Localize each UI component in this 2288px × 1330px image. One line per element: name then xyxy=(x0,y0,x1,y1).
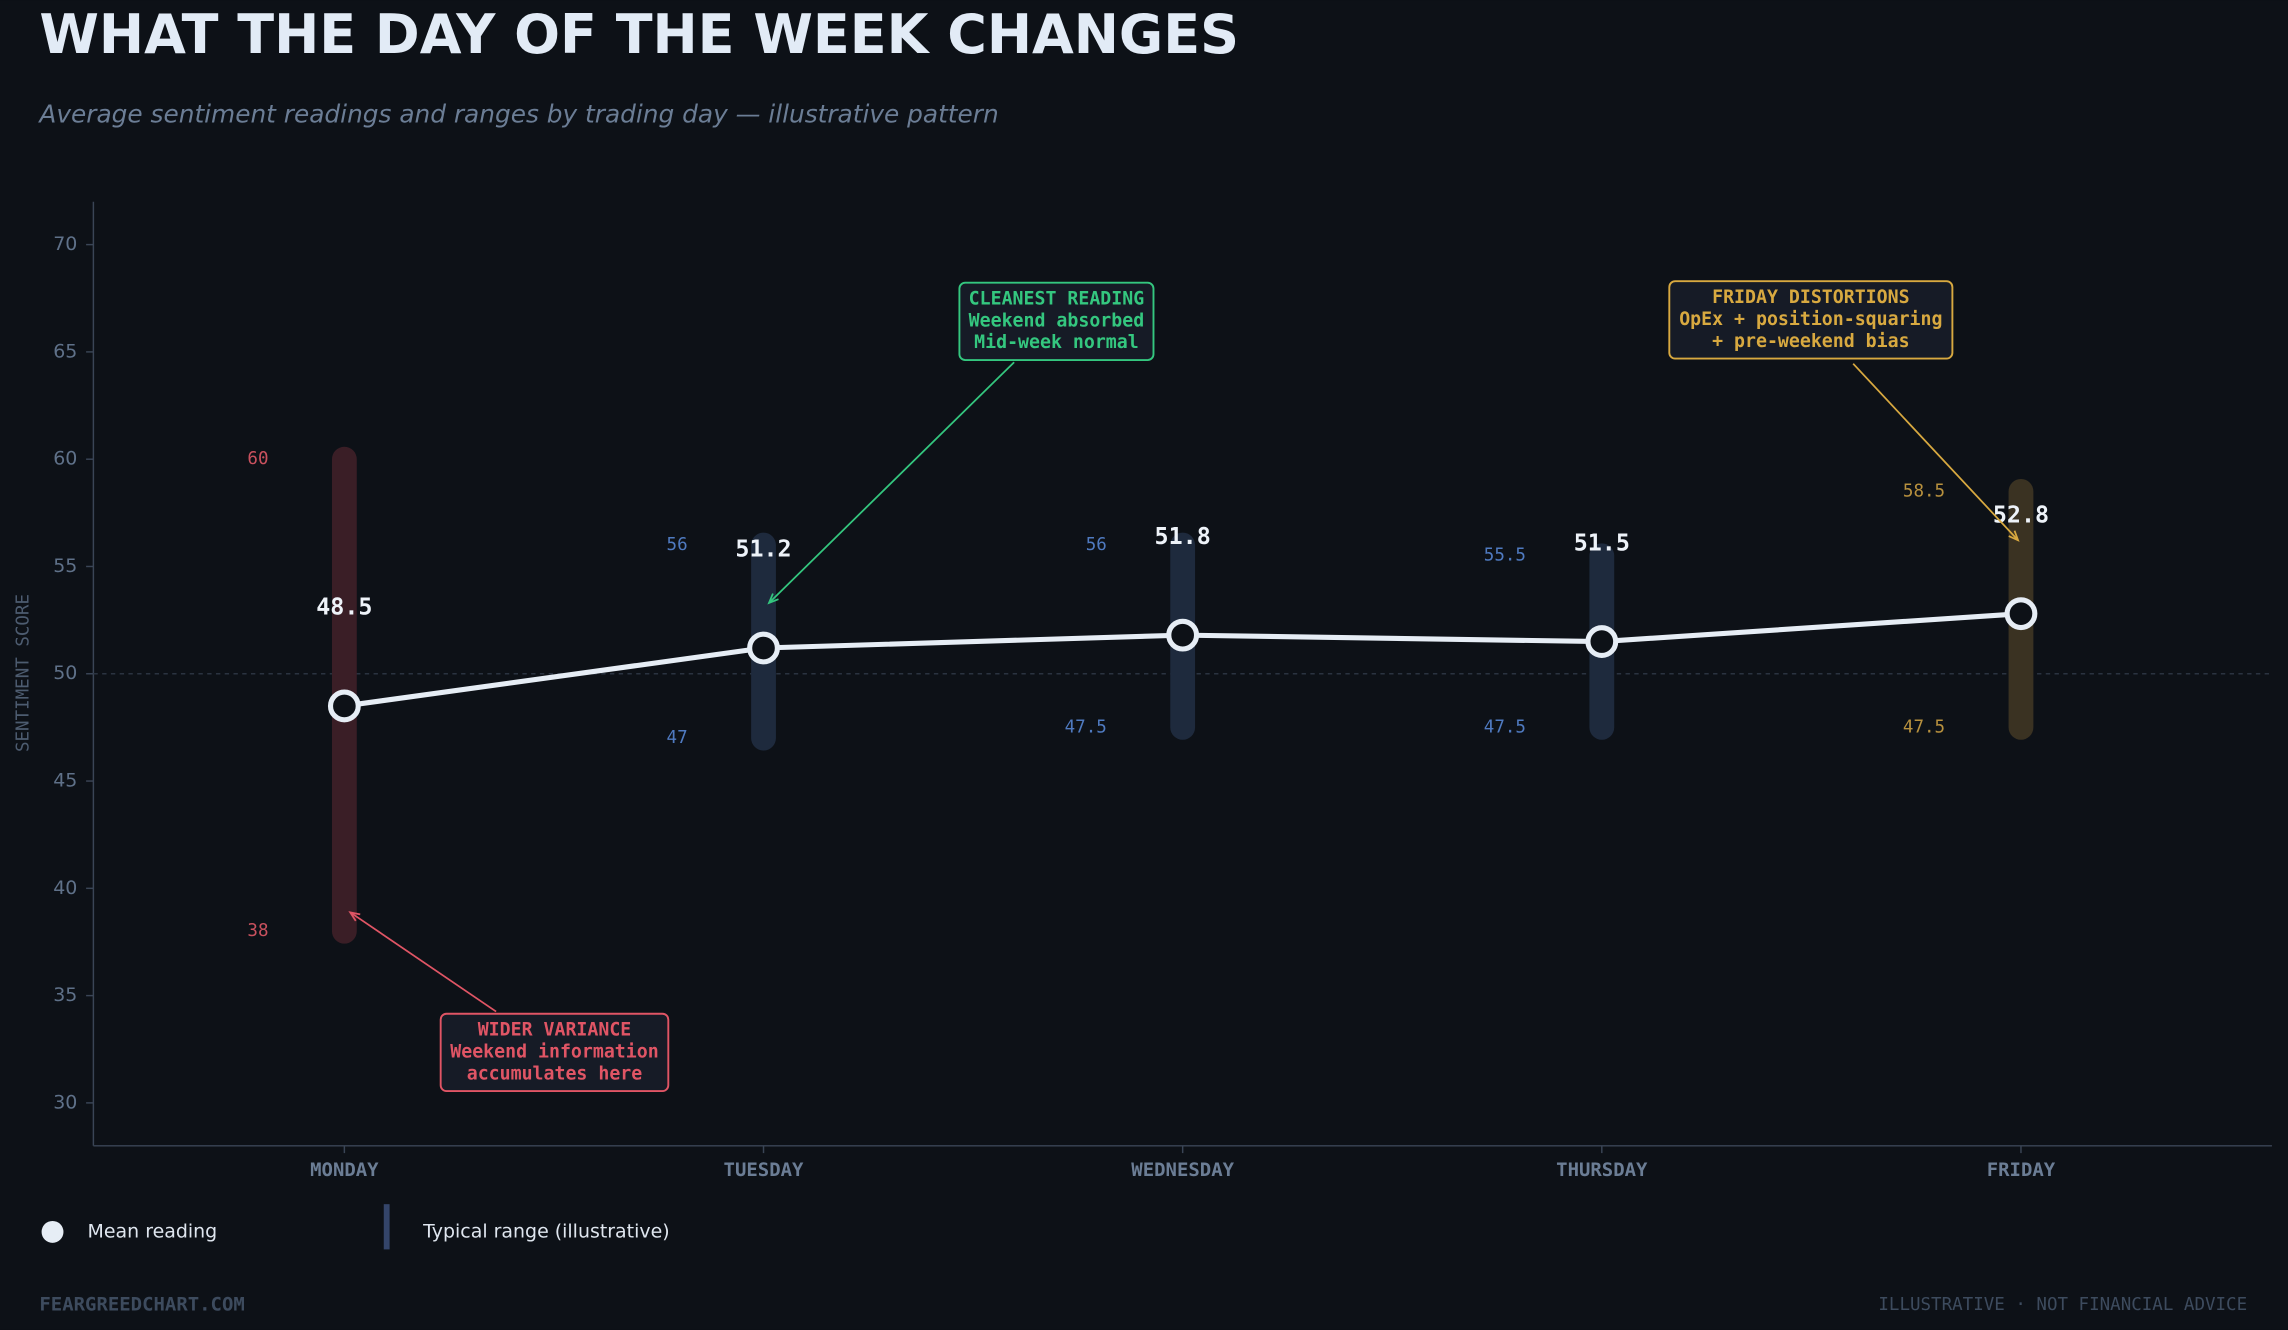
x-tick-label: FRIDAY xyxy=(1987,1159,2056,1181)
point xyxy=(1585,625,1619,658)
y-tick-label: 70 xyxy=(53,233,77,255)
x-tick-label: MONDAY xyxy=(310,1159,379,1181)
arrow-head xyxy=(767,593,779,605)
range-low-label: 47.5 xyxy=(1065,717,1107,737)
y-axis-label: SENTIMENT SCORE xyxy=(13,594,33,752)
point xyxy=(1166,618,1200,652)
value-label: 48.5 xyxy=(316,593,372,621)
x-tick-label: WEDNESDAY xyxy=(1131,1159,1234,1181)
value-label: 51.2 xyxy=(735,535,791,563)
legend-marker xyxy=(41,1220,64,1243)
y-tick-label: 35 xyxy=(53,984,77,1006)
annotation-box xyxy=(439,1012,670,1093)
chart-subtitle: Average sentiment readings and ranges by… xyxy=(37,100,998,129)
range-low-label: 47 xyxy=(667,728,688,748)
annotation-text: Mid-week normal xyxy=(974,332,1139,353)
y-tick-label: 45 xyxy=(53,770,77,792)
footer-right: ILLUSTRATIVE · NOT FINANCIAL ADVICE xyxy=(1878,1295,2247,1315)
range-high-label: 56 xyxy=(667,535,688,555)
range-high-label: 55.5 xyxy=(1484,546,1526,566)
range-high-label: 60 xyxy=(247,449,268,469)
y-tick-label: 30 xyxy=(53,1091,77,1113)
value-label: 51.8 xyxy=(1155,522,1211,550)
y-tick-label: 50 xyxy=(53,662,77,684)
range-high-label: 56 xyxy=(1086,535,1107,555)
x-tick-label: TUESDAY xyxy=(724,1159,804,1181)
x-tick-label: THURSDAY xyxy=(1556,1159,1648,1181)
annotation-arrow xyxy=(768,361,1015,604)
value-label: 52.8 xyxy=(1993,500,2049,528)
range-low-label: 47.5 xyxy=(1903,717,1945,737)
annotation-text: + pre-weekend bias xyxy=(1712,331,1909,352)
annotation-arrow xyxy=(349,911,497,1013)
annotation-text: CLEANEST READING xyxy=(969,288,1145,309)
point xyxy=(2004,597,2038,631)
range-high-label: 58.5 xyxy=(1903,481,1945,501)
footer-left: FEARGREEDCHART.COM xyxy=(39,1293,244,1315)
annotation-text: Weekend absorbed xyxy=(969,310,1144,331)
legend-label: Typical range (illustrative) xyxy=(422,1220,669,1242)
arrow-head xyxy=(2008,530,2020,542)
annotation-arrow xyxy=(1852,363,2019,541)
y-tick-label: 40 xyxy=(53,877,77,899)
y-tick-label: 65 xyxy=(53,340,77,362)
value-label: 51.5 xyxy=(1574,528,1630,556)
y-tick-label: 60 xyxy=(53,448,77,470)
point xyxy=(747,631,780,665)
annotation-box xyxy=(958,281,1155,361)
range-low-label: 38 xyxy=(247,921,268,941)
legend-marker xyxy=(383,1204,390,1250)
annotation-text: accumulates here xyxy=(467,1063,643,1084)
annotation-text: OpEx + position-squaring xyxy=(1679,309,1942,330)
y-tick-label: 55 xyxy=(53,555,77,577)
annotation-box xyxy=(1668,280,1954,360)
chart-title: WHAT THE DAY OF THE WEEK CHANGES xyxy=(39,3,1239,66)
annotation-text: Weekend information xyxy=(450,1041,658,1062)
annotation-text: WIDER VARIANCE xyxy=(478,1020,632,1041)
point xyxy=(327,689,361,723)
range-low-label: 47.5 xyxy=(1484,717,1526,737)
arrow-head xyxy=(348,911,361,922)
legend-label: Mean reading xyxy=(88,1220,218,1242)
annotation-text: FRIDAY DISTORTIONS xyxy=(1712,287,1909,308)
